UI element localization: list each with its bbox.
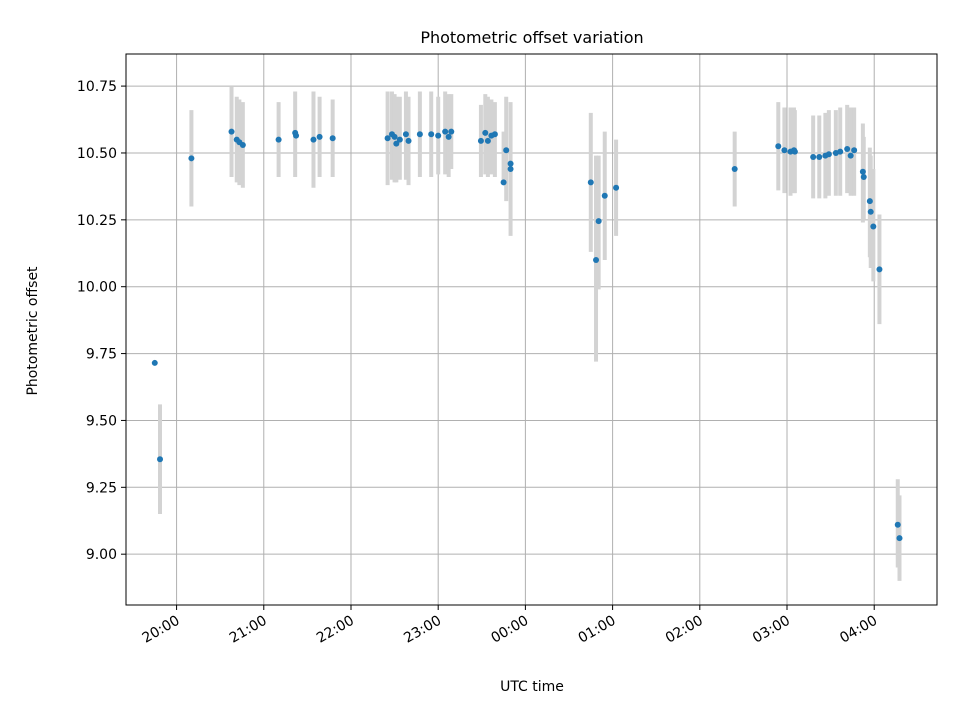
data-point — [825, 151, 832, 158]
data-point — [781, 147, 788, 154]
data-point — [477, 137, 484, 144]
data-point — [587, 179, 594, 186]
data-point — [482, 129, 489, 136]
grid — [126, 54, 937, 605]
data-point — [293, 132, 300, 139]
data-point — [416, 131, 423, 138]
data-point — [491, 131, 498, 138]
data-point — [816, 153, 823, 160]
data-point — [595, 218, 602, 225]
data-point — [860, 174, 867, 181]
y-tick-label: 10.75 — [77, 79, 117, 95]
data-point — [484, 137, 491, 144]
data-point — [731, 166, 738, 173]
data-point — [316, 133, 323, 140]
data-point — [393, 140, 400, 147]
data-point — [239, 141, 246, 148]
data-point — [448, 128, 455, 135]
y-tick-label: 9.75 — [86, 347, 117, 363]
data-point — [775, 143, 782, 150]
y-axis-label: Photometric offset — [25, 266, 41, 396]
y-axis-ticks: 9.00 9.25 9.50 9.75 10.00 10.25 10.50 10.75 — [77, 79, 126, 563]
data-point — [507, 160, 514, 167]
data-point — [613, 184, 620, 191]
data-point — [405, 137, 412, 144]
data-point — [402, 131, 409, 138]
data-point — [876, 266, 883, 273]
data-point — [810, 153, 817, 160]
data-point — [866, 198, 873, 205]
data-point — [503, 147, 510, 154]
data-point — [859, 168, 866, 175]
y-tick-label: 9.25 — [86, 480, 117, 496]
data-point — [275, 136, 282, 143]
data-point — [442, 128, 449, 135]
data-point — [500, 179, 507, 186]
data-point — [445, 133, 452, 140]
data-point — [896, 535, 903, 542]
chart-title: Photometric offset variation — [420, 28, 643, 47]
y-tick-label: 9.50 — [86, 413, 117, 429]
axes-frame — [125, 53, 938, 606]
y-tick-label: 9.00 — [86, 547, 117, 563]
data-point — [837, 148, 844, 155]
data-points — [151, 128, 903, 542]
data-point — [791, 148, 798, 155]
data-point — [851, 147, 858, 154]
data-point — [151, 359, 158, 366]
y-tick-label: 10.25 — [77, 213, 117, 229]
data-point — [396, 136, 403, 143]
data-point — [847, 152, 854, 159]
data-point — [507, 166, 514, 173]
data-point — [329, 135, 336, 142]
data-point — [593, 256, 600, 263]
data-point — [157, 456, 164, 463]
data-point — [894, 521, 901, 528]
data-point — [228, 128, 235, 135]
data-point — [310, 136, 317, 143]
y-tick-label: 10.00 — [77, 280, 117, 296]
data-point — [870, 223, 877, 230]
data-point — [601, 192, 608, 199]
x-axis-label: UTC time — [500, 679, 564, 695]
data-point — [391, 133, 398, 140]
data-point — [188, 155, 195, 162]
data-point — [435, 132, 442, 139]
data-point — [428, 131, 435, 138]
data-point — [867, 208, 874, 215]
y-tick-label: 10.50 — [77, 146, 117, 162]
data-point — [384, 135, 391, 142]
data-point — [844, 145, 851, 152]
